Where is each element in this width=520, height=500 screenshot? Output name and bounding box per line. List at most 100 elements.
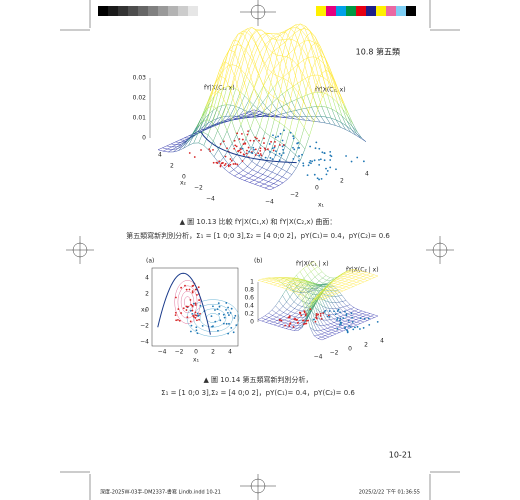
mesh-line [313,296,318,300]
mesh-line [238,170,244,174]
mesh-line [297,326,302,329]
mesh-line [199,118,205,130]
sample-point [230,159,233,162]
mesh-line [261,279,266,282]
mesh-line [269,282,274,284]
mesh-line [316,287,321,289]
mesh-line [232,44,238,47]
mesh-line [348,280,353,283]
mesh-line [253,175,259,178]
mesh-line [277,93,283,99]
mesh-line [355,315,360,317]
sample-point [289,322,292,325]
mesh-line [312,75,318,93]
sample-point [188,288,191,291]
mesh-line [290,311,296,314]
mesh-line [328,301,333,309]
mesh-line [270,33,276,38]
mesh-line [268,68,274,77]
mesh-line [340,280,346,282]
mesh-line [306,56,313,69]
sample-point [174,314,177,316]
mesh-line [267,176,273,179]
mesh-line [311,296,316,308]
sample-point [228,322,230,325]
mesh-line [341,281,346,283]
mesh-line [218,157,224,164]
mesh-line [308,95,314,112]
sample-point [198,318,200,321]
sample-point [199,312,201,315]
mesh-line [315,307,320,312]
mesh-line [245,101,250,114]
mesh-line [330,123,336,126]
mesh-line [242,161,248,167]
sample-point [269,151,271,153]
mesh-line [322,89,327,98]
mesh-line [261,112,267,116]
mesh-line [273,280,278,283]
sample-point [240,133,243,135]
sample-point [229,312,232,314]
mesh-line [280,30,287,33]
mesh-line [271,37,277,41]
mesh-line [308,281,314,284]
mesh-line [166,143,172,147]
mesh-line [340,127,346,130]
mesh-line [348,319,353,322]
mesh-line [320,329,325,331]
mesh-line [355,316,360,319]
sample-point [177,319,179,321]
mesh-line [323,283,328,287]
mesh-line [342,109,349,117]
mesh-line [338,295,343,302]
mesh-line [263,92,269,111]
mesh-line [178,148,184,151]
mesh-line [341,322,346,325]
decision-boundary [200,131,297,164]
mesh-line [316,294,322,296]
mesh-line [229,169,234,173]
mesh-line [299,288,305,293]
mesh-line [304,28,310,41]
mesh-line [284,322,290,325]
mesh-line [357,269,363,272]
mesh-line [343,274,348,277]
mesh-line [181,140,188,146]
mesh-line [260,32,266,36]
mesh-line [311,42,316,47]
mesh-line [280,157,287,162]
mesh-line [272,174,278,179]
mesh-line [262,59,269,69]
mesh-line [261,315,266,319]
mesh-line [258,64,265,76]
mesh-line [275,154,282,158]
mesh-line [284,106,290,127]
sample-point [254,136,257,139]
mesh-line [324,331,329,333]
mesh-line [262,174,268,177]
mesh-line [336,119,342,123]
mesh-line [280,279,285,282]
mesh-line [261,320,267,323]
mesh-line [234,64,240,78]
mesh-line [270,151,276,155]
sample-point [224,155,227,158]
mesh-line [320,294,326,296]
mesh-line [310,32,316,37]
mesh-line [345,322,350,325]
mesh-line [306,94,312,108]
mesh-line [325,296,330,299]
sample-point [342,317,345,320]
sample-point [289,131,292,134]
sample-point [218,160,221,163]
sample-point [329,154,332,157]
mesh-line [293,291,298,298]
mesh-line [284,280,289,283]
mesh-line [328,71,334,88]
mesh-line [289,329,295,331]
mesh-line [205,95,212,107]
mesh-line [323,290,329,292]
mesh-line [367,318,372,321]
